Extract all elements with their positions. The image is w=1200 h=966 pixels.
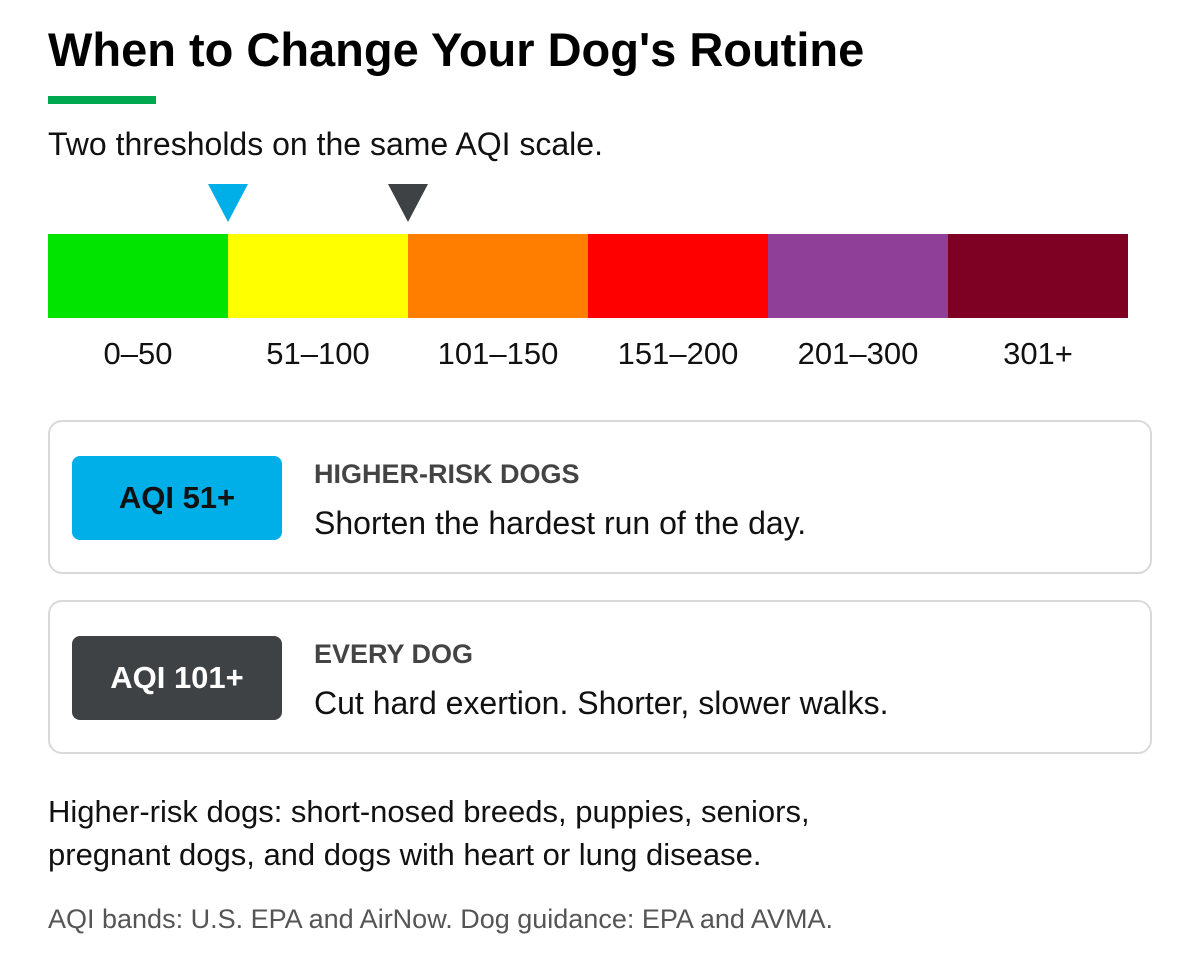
page-title: When to Change Your Dog's Routine [48, 23, 865, 76]
title-accent-rule [48, 96, 156, 104]
aqi-segment-unhealthy-sensitive [408, 234, 588, 318]
aqi-segment-very-unhealthy [768, 234, 948, 318]
card-guidance-text: Shorten the hardest run of the day. [314, 505, 807, 541]
source-note: AQI bands: U.S. EPA and AirNow. Dog guid… [48, 904, 833, 934]
aqi-range-label: 51–100 [266, 336, 370, 371]
higher-risk-definition-line-1: Higher-risk dogs: short-nosed breeds, pu… [48, 794, 810, 829]
aqi-scale-labels: 0–50 51–100 101–150 151–200 201–300 301+ [48, 334, 1128, 374]
subtitle: Two thresholds on the same AQI scale. [48, 126, 603, 162]
aqi-51-badge: AQI 51+ [72, 456, 282, 540]
aqi-scale-bar [48, 234, 1128, 318]
card-guidance-text: Cut hard exertion. Shorter, slower walks… [314, 685, 889, 721]
every-dog-card: AQI 101+ EVERY DOG Cut hard exertion. Sh… [48, 600, 1152, 754]
aqi-segment-hazardous [948, 234, 1128, 318]
card-heading: EVERY DOG [314, 639, 474, 669]
aqi-101-badge: AQI 101+ [72, 636, 282, 720]
aqi-range-label: 301+ [1003, 336, 1073, 371]
aqi-segment-moderate [228, 234, 408, 318]
higher-risk-threshold-marker [208, 184, 248, 222]
every-dog-threshold-marker [388, 184, 428, 222]
higher-risk-definition-line-2: pregnant dogs, and dogs with heart or lu… [48, 837, 762, 872]
aqi-range-label: 101–150 [437, 336, 559, 371]
aqi-range-label: 201–300 [797, 336, 919, 371]
higher-risk-dogs-card: AQI 51+ HIGHER-RISK DOGS Shorten the har… [48, 420, 1152, 574]
aqi-segment-good [48, 234, 228, 318]
aqi-range-label: 0–50 [103, 336, 173, 371]
card-heading: HIGHER-RISK DOGS [314, 459, 580, 489]
aqi-segment-unhealthy [588, 234, 768, 318]
aqi-range-label: 151–200 [617, 336, 739, 371]
